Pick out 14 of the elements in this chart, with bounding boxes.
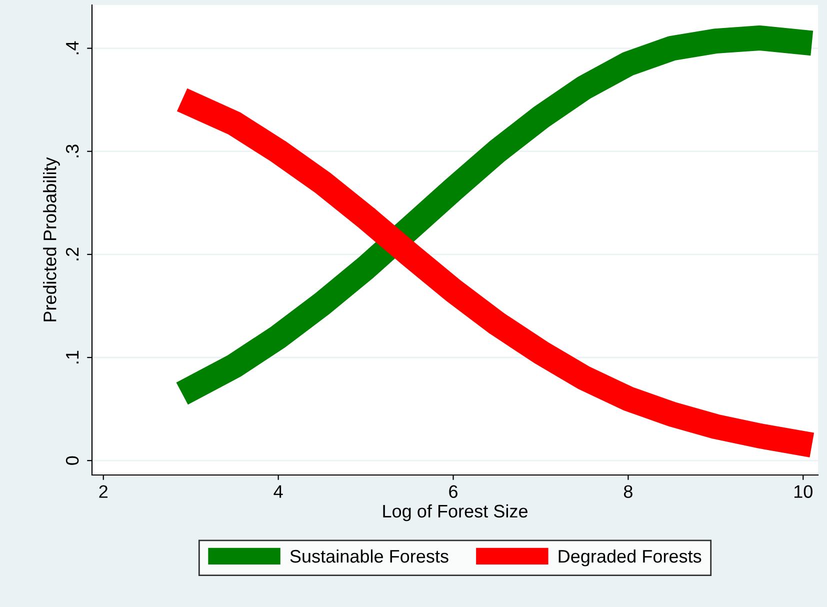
y-axis-title: Predicted Probability bbox=[43, 157, 60, 322]
x-tick-label: 2 bbox=[99, 485, 108, 498]
legend-label: Sustainable Forests bbox=[290, 549, 448, 563]
x-tick-label: 6 bbox=[449, 485, 458, 498]
x-tick-label: 10 bbox=[794, 485, 812, 498]
y-tick-label: 0 bbox=[66, 456, 79, 465]
y-tick-label: .3 bbox=[66, 144, 79, 158]
y-tick-label: .1 bbox=[66, 350, 79, 364]
y-tick-label: .2 bbox=[66, 248, 79, 260]
x-tick-label: 4 bbox=[274, 485, 283, 498]
x-tick-label: 8 bbox=[624, 485, 632, 498]
y-tick-label: .4 bbox=[66, 41, 79, 54]
x-axis-title: Log of Forest Size bbox=[383, 504, 528, 522]
legend-label: Degraded Forests bbox=[558, 549, 702, 566]
